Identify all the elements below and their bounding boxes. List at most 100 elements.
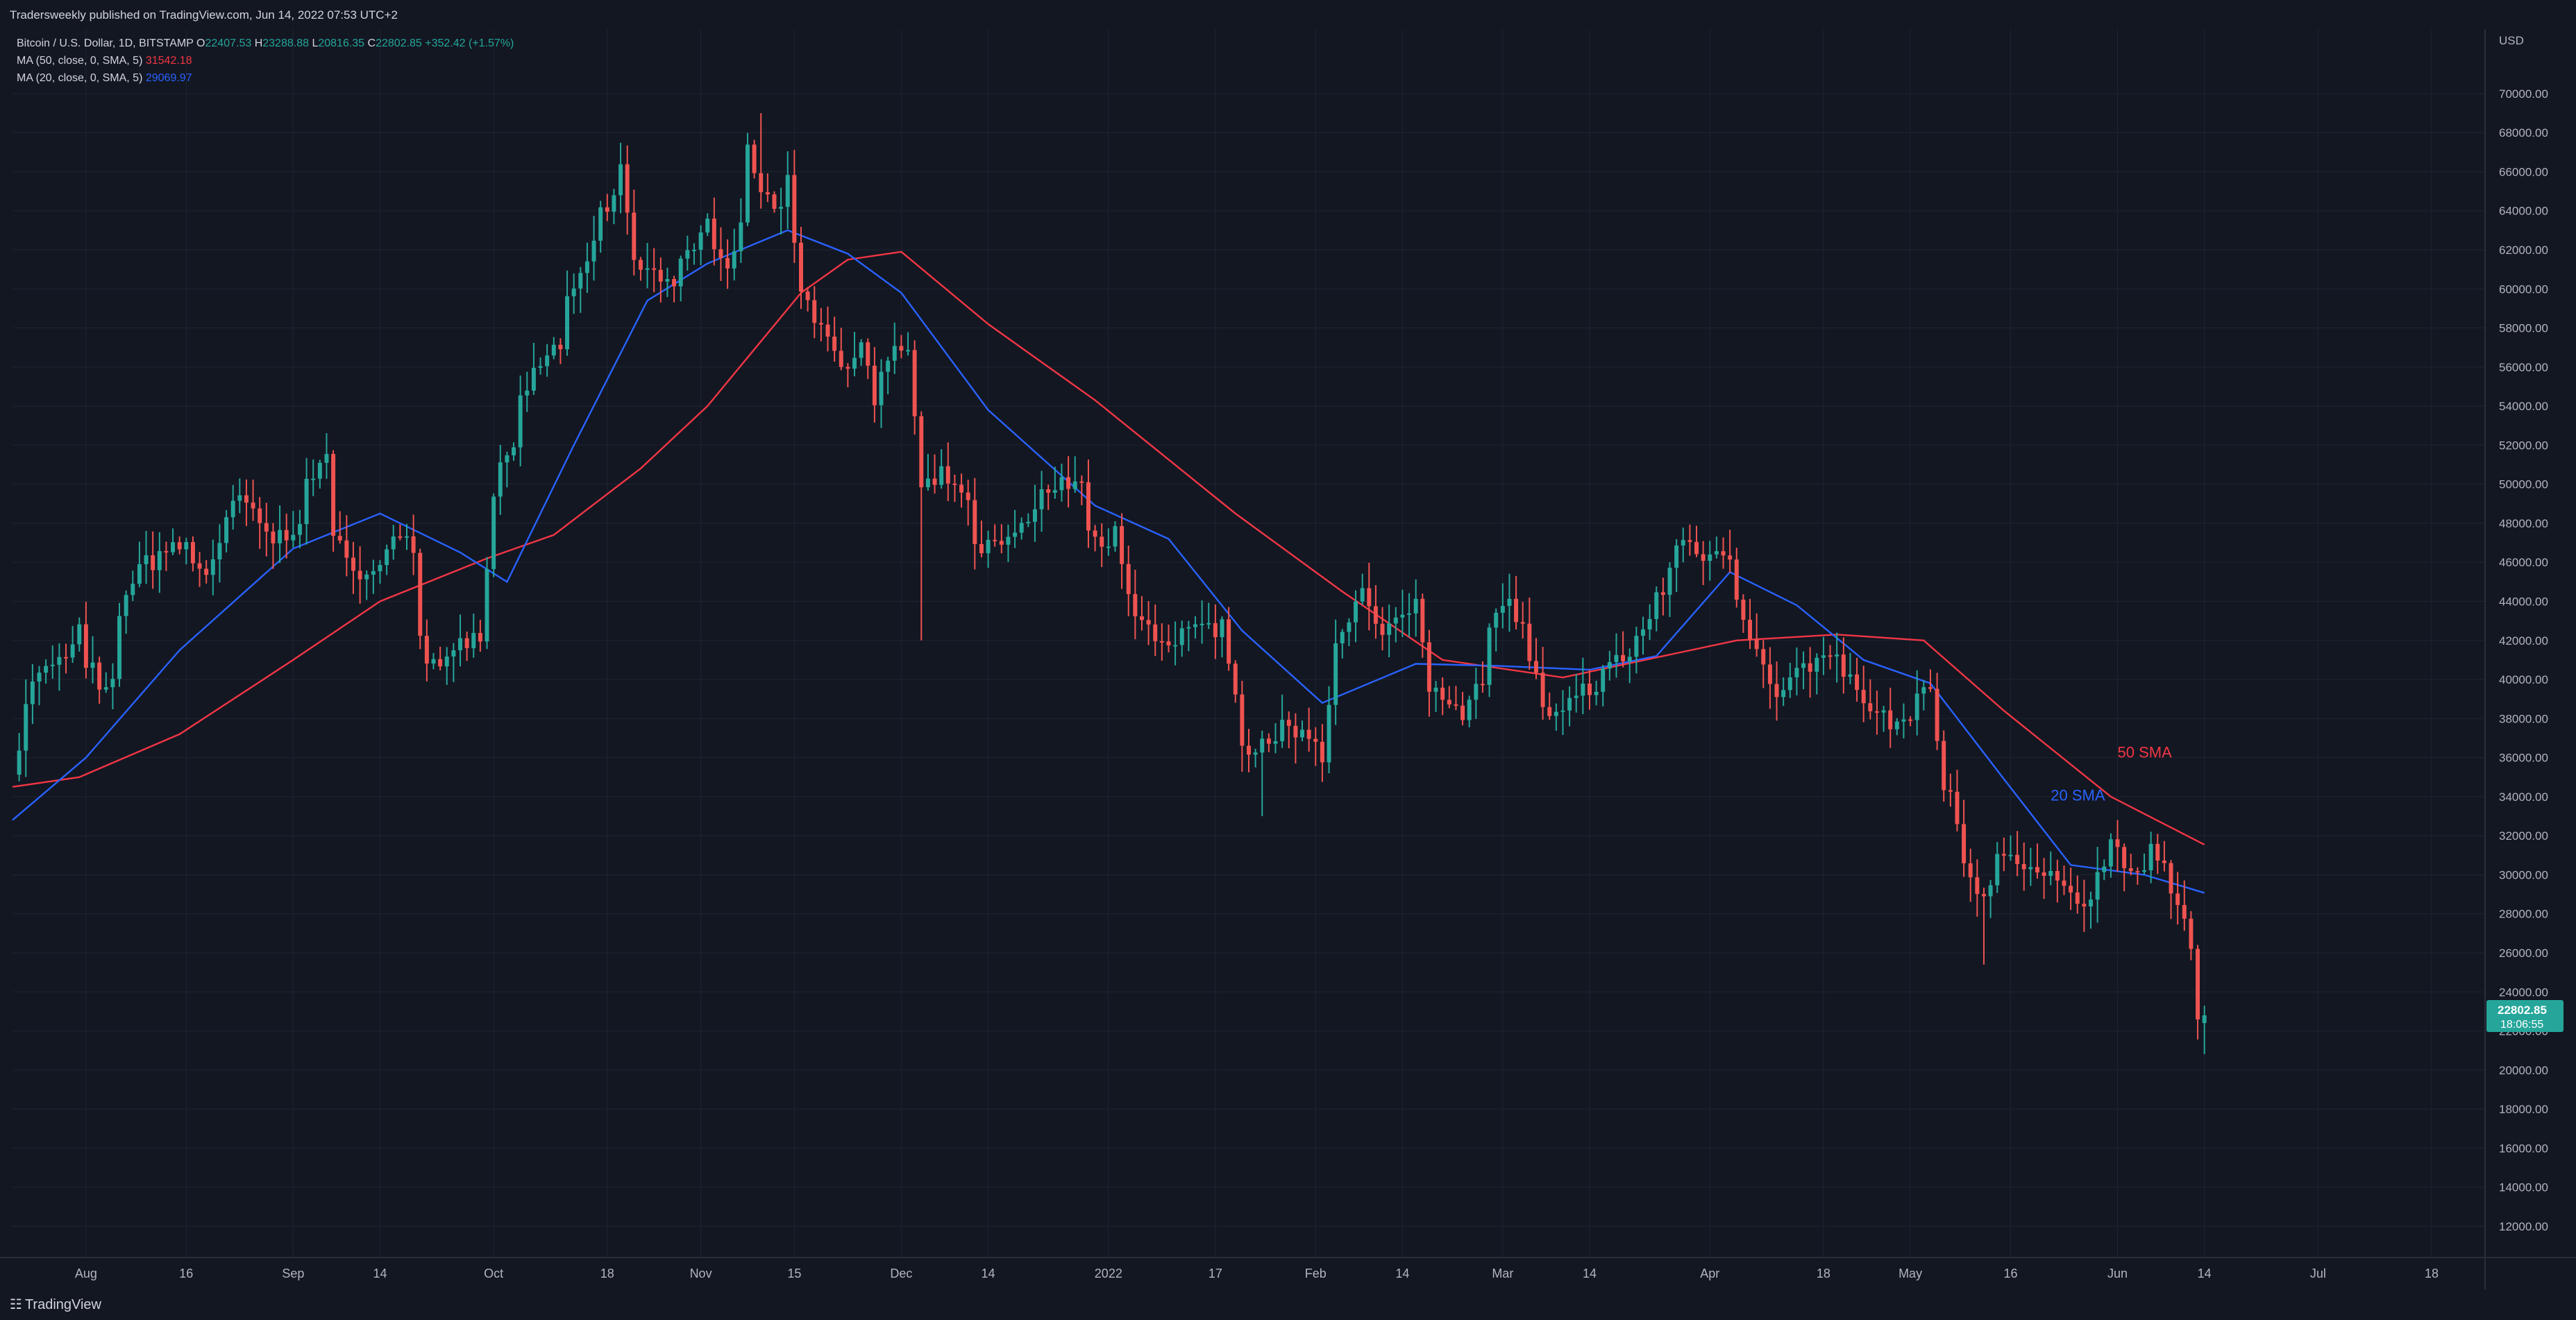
candle [190,536,195,572]
candle-body [1159,641,1164,643]
candle [1520,602,1525,639]
candle-body [464,638,469,648]
candle-body [638,260,643,270]
candle [1032,484,1037,542]
candle-body [518,395,523,448]
y-tick-label: 24000.00 [2499,985,2548,999]
candle-body [1266,738,1271,744]
candle [1514,575,1519,629]
candle-body [44,666,49,673]
candle [1059,464,1064,502]
candle-body [1006,536,1011,545]
legend-ma50-row[interactable]: MA (50, close, 0, SMA, 5) 31542.18 [17,52,514,69]
candle-body [217,543,222,559]
candle-body [1794,668,1799,678]
candle [2035,843,2039,879]
legend-open: 22407.53 [205,37,252,49]
candle [1420,593,1425,658]
candle-body [1781,690,1786,697]
candle-body [204,568,209,575]
candle-body [2089,899,2093,907]
candle [1601,665,1606,706]
candle-body [1233,663,1238,695]
candle [364,570,369,600]
candle-body [1681,540,1685,545]
candle [438,646,443,670]
candle [1828,645,1833,670]
candle-body [2189,918,2194,949]
candle [1193,616,1197,639]
candle [117,602,122,687]
candle-body [70,644,75,658]
candles-layer [17,113,2207,1054]
candle [725,239,730,289]
candle [1106,528,1111,556]
candle [124,590,128,634]
candle-body [1714,551,1719,555]
legend-open-label: O [196,37,205,49]
candle-body [652,268,657,270]
candle-body [1320,741,1324,763]
candle-body [1981,894,1986,897]
candle-body [718,249,723,258]
candle-body [632,212,637,260]
candle-body [1052,490,1057,493]
candle [83,602,88,679]
candle-body [1821,655,1826,658]
candle [1166,625,1171,653]
candle [925,454,930,491]
x-tick-label: Feb [1305,1267,1327,1280]
candle-body [1500,606,1505,613]
candle-body [672,279,677,287]
candle [638,257,643,281]
candle-body [825,324,830,337]
candle [772,191,777,213]
candle-body [658,269,663,282]
candle [1754,613,1759,657]
y-tick-label: 26000.00 [2499,947,2548,960]
candle [1942,730,1946,802]
candle-body [97,662,102,690]
candle [1507,573,1512,632]
candle-body [1587,683,1592,695]
candle [485,557,489,650]
candle [64,643,69,674]
y-tick-label: 38000.00 [2499,712,2548,725]
candle [1667,562,1672,618]
candle [845,363,850,387]
candle-body [805,291,810,301]
candle-body [471,633,476,648]
candle-body [1454,704,1458,706]
candle-body [1962,824,1967,863]
x-tick-label: Nov [690,1267,712,1280]
candle-body [1594,691,1599,695]
tradingview-brand[interactable]: ☷ TradingView [10,1296,101,1313]
candle [1687,524,1692,556]
candle-body [1533,661,1538,673]
candle-body [2142,870,2147,872]
candle-body [1815,657,1819,672]
candle [471,614,476,658]
candle [164,541,169,571]
candle-body [1433,687,1438,692]
candle-body [258,508,262,523]
candle-body [1153,624,1158,641]
candle [1300,720,1305,742]
x-tick-label: 18 [600,1267,614,1280]
candle-body [64,657,69,659]
candle-body [1340,632,1345,644]
candle [2021,842,2026,891]
candle-body [945,466,950,484]
x-tick-label: 2022 [1095,1267,1122,1280]
legend-ma20-row[interactable]: MA (20, close, 0, SMA, 5) 29069.97 [17,69,514,87]
candle-body [725,257,730,269]
candle-body [1787,677,1792,691]
candle [1233,660,1238,703]
candle-body [1072,481,1077,489]
candle [879,359,884,428]
candle [632,189,637,276]
x-tick-label: 14 [982,1267,995,1280]
candle-body [451,650,456,657]
candle [1487,623,1492,697]
